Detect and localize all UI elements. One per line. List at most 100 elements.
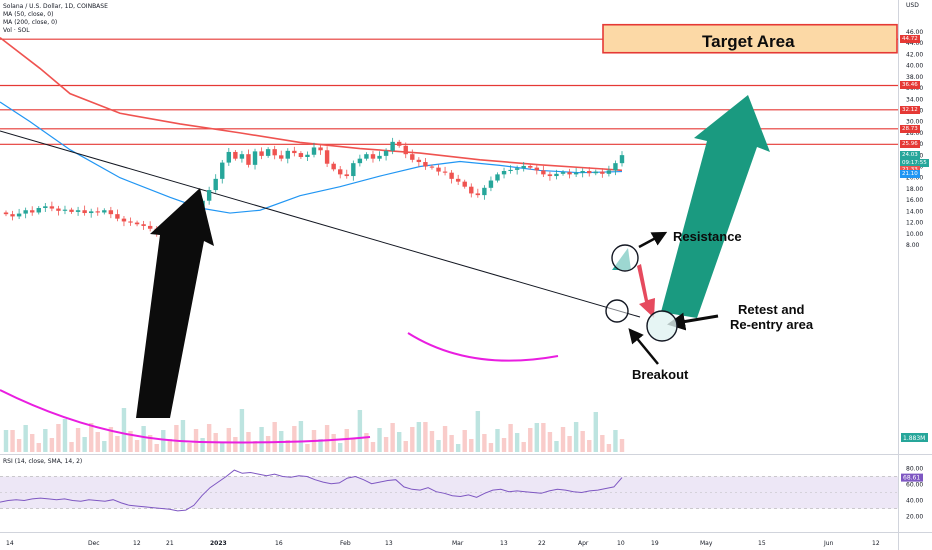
- candle-body: [220, 162, 225, 179]
- candle-body: [56, 208, 61, 211]
- volume-bar: [30, 434, 35, 452]
- price-tick-label: 42.00: [906, 51, 923, 58]
- candle-body: [16, 213, 22, 217]
- retest-pointer-arrow: [667, 312, 719, 331]
- candles: [3, 137, 625, 238]
- ma200-legend[interactable]: MA (200, close, 0): [3, 19, 58, 26]
- volume-bar: [534, 423, 540, 452]
- candle-body: [383, 150, 389, 156]
- volume-bar: [75, 428, 81, 452]
- price-tick-label: 16.00: [906, 197, 923, 204]
- bottom-arc-1: [0, 389, 371, 444]
- time-tick-label: Dec: [88, 540, 100, 547]
- volume-bar: [442, 426, 448, 452]
- volume-bar: [200, 438, 205, 452]
- time-tick-label: 15: [758, 540, 766, 547]
- big-up-arrow-black: [136, 188, 214, 418]
- volume-bar: [167, 439, 173, 452]
- volume-bar: [43, 429, 48, 452]
- breakout-label: Breakout: [632, 367, 689, 382]
- price-tick-label: 46.00: [906, 29, 923, 36]
- candle-body: [429, 166, 435, 168]
- volume-bar: [121, 408, 127, 452]
- time-tick-label: Jun: [823, 540, 834, 547]
- ma200-line: [0, 36, 623, 172]
- resistance-pointer-arrow: [638, 231, 668, 249]
- price-tag: 09:17:55: [900, 159, 929, 168]
- candle-body: [3, 212, 9, 215]
- rsi-tag-text: 68.61: [903, 475, 920, 482]
- candle-body: [436, 167, 441, 172]
- price-tick-label: 30.00: [906, 119, 923, 126]
- candle-body: [580, 171, 585, 173]
- candle-body: [449, 172, 454, 179]
- big-up-arrow-green: [661, 95, 770, 318]
- volume-bar: [36, 443, 41, 452]
- volume-bar: [23, 425, 28, 452]
- volume-bar: [141, 426, 146, 452]
- rsi-legend[interactable]: RSI (14, close, SMA, 14, 2): [3, 458, 83, 465]
- candle-body: [331, 163, 336, 170]
- volume-bar: [180, 420, 186, 452]
- candle-body: [36, 207, 41, 213]
- volume-bar: [619, 439, 625, 452]
- candle-body: [534, 167, 540, 171]
- volume-bar: [252, 441, 258, 452]
- candle-body: [567, 172, 572, 175]
- candle-body: [587, 171, 592, 174]
- candle-body: [410, 154, 415, 160]
- candle-body: [357, 158, 363, 164]
- candle-body: [69, 209, 74, 212]
- volume-bar: [56, 424, 61, 452]
- candle-body: [508, 169, 513, 172]
- price-tag: 28.73: [900, 124, 920, 133]
- candle-body: [259, 151, 264, 156]
- price-tick-label: 18.00: [906, 186, 923, 193]
- time-tick-label: 2023: [210, 540, 227, 547]
- volume-bar: [161, 430, 166, 452]
- price-tick-label: 14.00: [906, 208, 923, 215]
- volume-bar: [10, 430, 15, 452]
- time-tick-label: 16: [275, 540, 283, 547]
- candle-body: [390, 141, 395, 151]
- volume-legend[interactable]: Vol · SOL: [3, 27, 30, 34]
- target-area-label: Target Area: [702, 32, 795, 51]
- volume-bar: [449, 435, 454, 452]
- volume-bar: [613, 430, 618, 452]
- candle-body: [279, 155, 284, 159]
- candle-body: [226, 151, 232, 163]
- volume-bar: [338, 443, 343, 452]
- candle-body: [49, 206, 55, 209]
- candle-body: [396, 141, 402, 146]
- price-tag: 32.12: [900, 105, 920, 114]
- breakout-pointer-arrow: [628, 328, 659, 365]
- price-tag: 36.46: [900, 81, 920, 90]
- price-tag: 21.33: [900, 166, 920, 175]
- candle-body: [370, 154, 376, 159]
- volume-bar: [521, 442, 526, 452]
- candle-body: [606, 170, 612, 174]
- volume-bar: [364, 433, 369, 452]
- candle-body: [521, 165, 526, 169]
- price-tick-label: 40.00: [906, 63, 923, 70]
- candle-body: [121, 218, 127, 222]
- volume-bar: [482, 434, 487, 452]
- volume-bar: [423, 422, 428, 452]
- volume-bar: [134, 440, 140, 452]
- time-tick-label: 12: [133, 540, 141, 547]
- volume-bar: [147, 435, 153, 452]
- candle-body: [442, 171, 448, 173]
- volume-bar: [587, 440, 592, 452]
- volume-bar: [514, 433, 520, 452]
- retest-label-2: Re-entry area: [730, 317, 814, 332]
- symbol-title[interactable]: Solana / U.S. Dollar, 1D, COINBASE: [3, 3, 108, 10]
- candle-body: [482, 187, 487, 196]
- ma50-legend[interactable]: MA (50, close, 0): [3, 11, 54, 18]
- candle-body: [351, 163, 356, 177]
- breakout-circle: [605, 299, 629, 323]
- candle-body: [115, 214, 120, 219]
- candle-body: [423, 162, 428, 167]
- time-tick-label: 12: [872, 540, 880, 547]
- volume-bar: [82, 437, 87, 452]
